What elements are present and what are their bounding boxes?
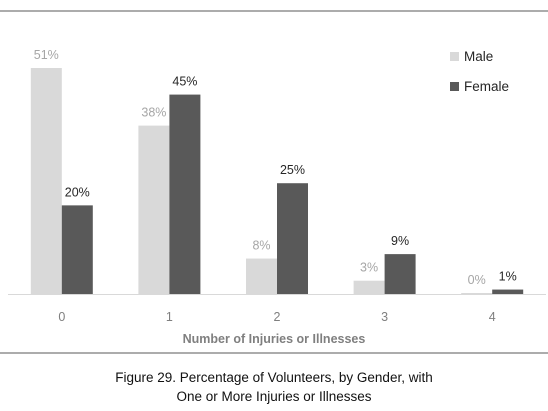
- data-label-male-0: 51%: [34, 48, 59, 62]
- bar-male-4: [461, 293, 493, 294]
- figure-caption-line1: Figure 29. Percentage of Volunteers, by …: [115, 370, 433, 385]
- bar-male-0: [30, 68, 62, 294]
- data-label-male-3: 3%: [360, 261, 378, 275]
- x-tick-label-4: 4: [489, 310, 496, 324]
- x-tick-label-2: 2: [274, 310, 281, 324]
- x-tick-label-1: 1: [166, 310, 173, 324]
- bar-female-0: [61, 205, 93, 294]
- bar-female-2: [277, 183, 308, 294]
- legend-label-male: Male: [464, 49, 493, 64]
- legend-swatch-female: [450, 82, 459, 91]
- data-label-male-1: 38%: [141, 106, 166, 120]
- bar-female-3: [384, 254, 416, 294]
- legend-swatch-male: [450, 52, 459, 61]
- data-label-female-1: 45%: [172, 75, 197, 89]
- data-label-female-0: 20%: [65, 185, 90, 199]
- bar-female-4: [492, 289, 524, 294]
- x-axis-title: Number of Injuries or Illnesses: [183, 332, 366, 346]
- bar-female-1: [169, 94, 201, 295]
- data-label-female-2: 25%: [280, 163, 305, 177]
- bar-male-1: [138, 125, 170, 294]
- figure-caption-line2: One or More Injuries or Illnesses: [176, 389, 372, 404]
- bar-male-3: [353, 280, 385, 294]
- x-tick-label-0: 0: [58, 310, 65, 324]
- data-label-male-2: 8%: [252, 239, 270, 253]
- x-tick-label-3: 3: [381, 310, 388, 324]
- data-label-female-4: 1%: [499, 270, 517, 284]
- legend-label-female: Female: [464, 79, 509, 94]
- bar-male-2: [246, 258, 277, 294]
- data-label-male-4: 0%: [468, 273, 486, 287]
- data-label-female-3: 9%: [391, 234, 409, 248]
